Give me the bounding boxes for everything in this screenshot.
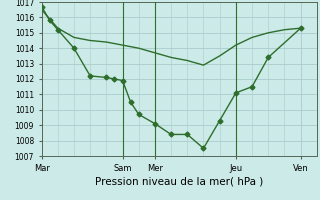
X-axis label: Pression niveau de la mer( hPa ): Pression niveau de la mer( hPa ) — [95, 177, 263, 187]
